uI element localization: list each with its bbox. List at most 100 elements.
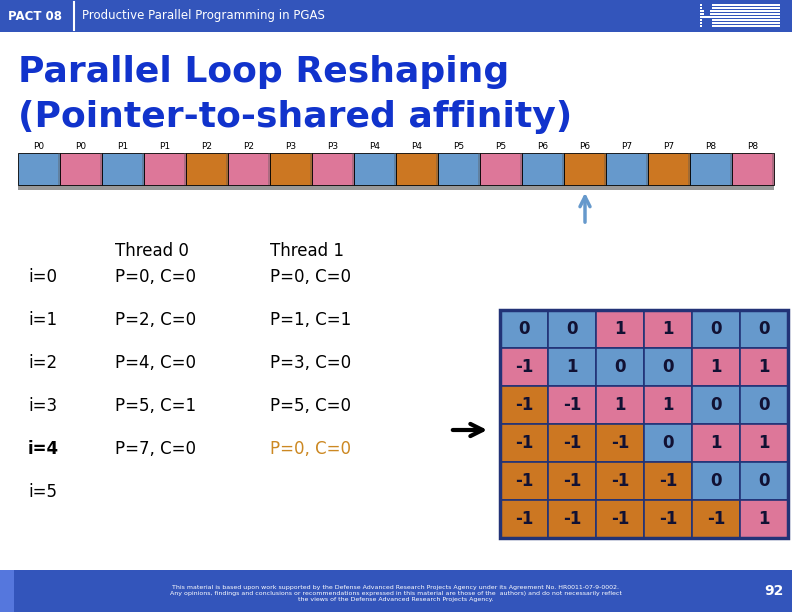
Bar — [740, 462, 788, 500]
Bar — [438, 153, 480, 185]
Bar — [480, 185, 522, 190]
Text: P4: P4 — [370, 142, 380, 151]
Bar — [226, 153, 228, 185]
Text: 0: 0 — [758, 396, 770, 414]
Bar — [596, 462, 644, 500]
Text: P1: P1 — [117, 142, 128, 151]
Bar — [644, 462, 692, 500]
Text: 0: 0 — [710, 320, 722, 338]
Text: 0: 0 — [710, 472, 722, 490]
Bar — [500, 348, 548, 386]
Bar — [100, 153, 102, 185]
Text: Productive Parallel Programming in PGAS: Productive Parallel Programming in PGAS — [82, 10, 325, 23]
Text: 0: 0 — [710, 396, 722, 414]
Bar — [704, 10, 710, 12]
Bar — [606, 185, 648, 190]
Text: P5: P5 — [454, 142, 465, 151]
Bar — [436, 153, 438, 185]
Bar — [688, 153, 690, 185]
Bar — [562, 153, 564, 185]
Text: P=2, C=0: P=2, C=0 — [115, 311, 196, 329]
Bar — [702, 25, 712, 27]
Text: Any opinions, findings and conclusions or recommendations expressed in this mate: Any opinions, findings and conclusions o… — [170, 591, 622, 595]
Text: P3: P3 — [285, 142, 296, 151]
Bar — [644, 424, 692, 462]
Text: -1: -1 — [659, 510, 677, 528]
Bar — [644, 500, 692, 538]
Bar — [596, 424, 644, 462]
Bar — [144, 153, 186, 185]
Text: P2: P2 — [243, 142, 254, 151]
Bar — [740, 310, 788, 348]
Bar — [702, 4, 712, 6]
Bar — [354, 153, 396, 185]
Text: -1: -1 — [611, 510, 629, 528]
Text: P8: P8 — [706, 142, 717, 151]
Bar — [700, 25, 780, 27]
Text: PACT 08: PACT 08 — [8, 10, 62, 23]
Text: i=3: i=3 — [28, 397, 57, 415]
Bar — [500, 500, 548, 538]
Bar — [270, 185, 312, 190]
Text: 1: 1 — [615, 320, 626, 338]
Text: 1: 1 — [758, 358, 770, 376]
Bar — [692, 424, 740, 462]
Bar — [270, 153, 312, 185]
Bar — [772, 153, 774, 185]
Bar — [604, 153, 606, 185]
Bar — [354, 185, 396, 190]
Text: P4: P4 — [412, 142, 422, 151]
Bar — [740, 424, 788, 462]
Bar — [0, 570, 14, 612]
Text: 1: 1 — [566, 358, 577, 376]
Text: Thread 0: Thread 0 — [115, 242, 188, 260]
Bar — [18, 185, 60, 190]
Bar — [702, 19, 712, 21]
Bar — [228, 153, 270, 185]
Text: i=2: i=2 — [28, 354, 57, 372]
Bar — [500, 424, 548, 462]
Bar — [310, 153, 312, 185]
Bar — [596, 310, 644, 348]
Text: 92: 92 — [764, 584, 784, 598]
Bar — [522, 153, 564, 185]
Text: P3: P3 — [327, 142, 338, 151]
Bar — [522, 185, 564, 190]
Bar — [184, 153, 186, 185]
Text: P8: P8 — [748, 142, 759, 151]
Text: P6: P6 — [580, 142, 591, 151]
Text: 1: 1 — [758, 510, 770, 528]
Text: P=0, C=0: P=0, C=0 — [115, 268, 196, 286]
Bar — [704, 7, 710, 9]
Text: P7: P7 — [664, 142, 675, 151]
Text: (Pointer-to-shared affinity): (Pointer-to-shared affinity) — [18, 100, 573, 134]
Text: 1: 1 — [662, 320, 674, 338]
Text: -1: -1 — [515, 472, 533, 490]
Bar — [732, 153, 774, 185]
Bar — [700, 22, 780, 24]
Bar — [596, 348, 644, 386]
Bar — [102, 185, 144, 190]
Text: 0: 0 — [662, 358, 674, 376]
Text: P=5, C=1: P=5, C=1 — [115, 397, 196, 415]
Bar — [644, 310, 692, 348]
Bar — [548, 386, 596, 424]
Bar — [548, 462, 596, 500]
Bar — [228, 185, 270, 190]
Text: 0: 0 — [758, 320, 770, 338]
Text: 0: 0 — [662, 434, 674, 452]
Text: P5: P5 — [496, 142, 507, 151]
Bar — [500, 310, 788, 538]
Bar — [548, 348, 596, 386]
Bar — [644, 348, 692, 386]
Text: 1: 1 — [758, 434, 770, 452]
Text: P=0, C=0: P=0, C=0 — [270, 440, 351, 458]
Bar — [692, 500, 740, 538]
Bar — [60, 153, 102, 185]
Bar — [700, 16, 780, 18]
Bar — [548, 500, 596, 538]
Text: 1: 1 — [615, 396, 626, 414]
Bar — [702, 22, 712, 24]
Bar — [606, 153, 648, 185]
Text: -1: -1 — [563, 472, 581, 490]
